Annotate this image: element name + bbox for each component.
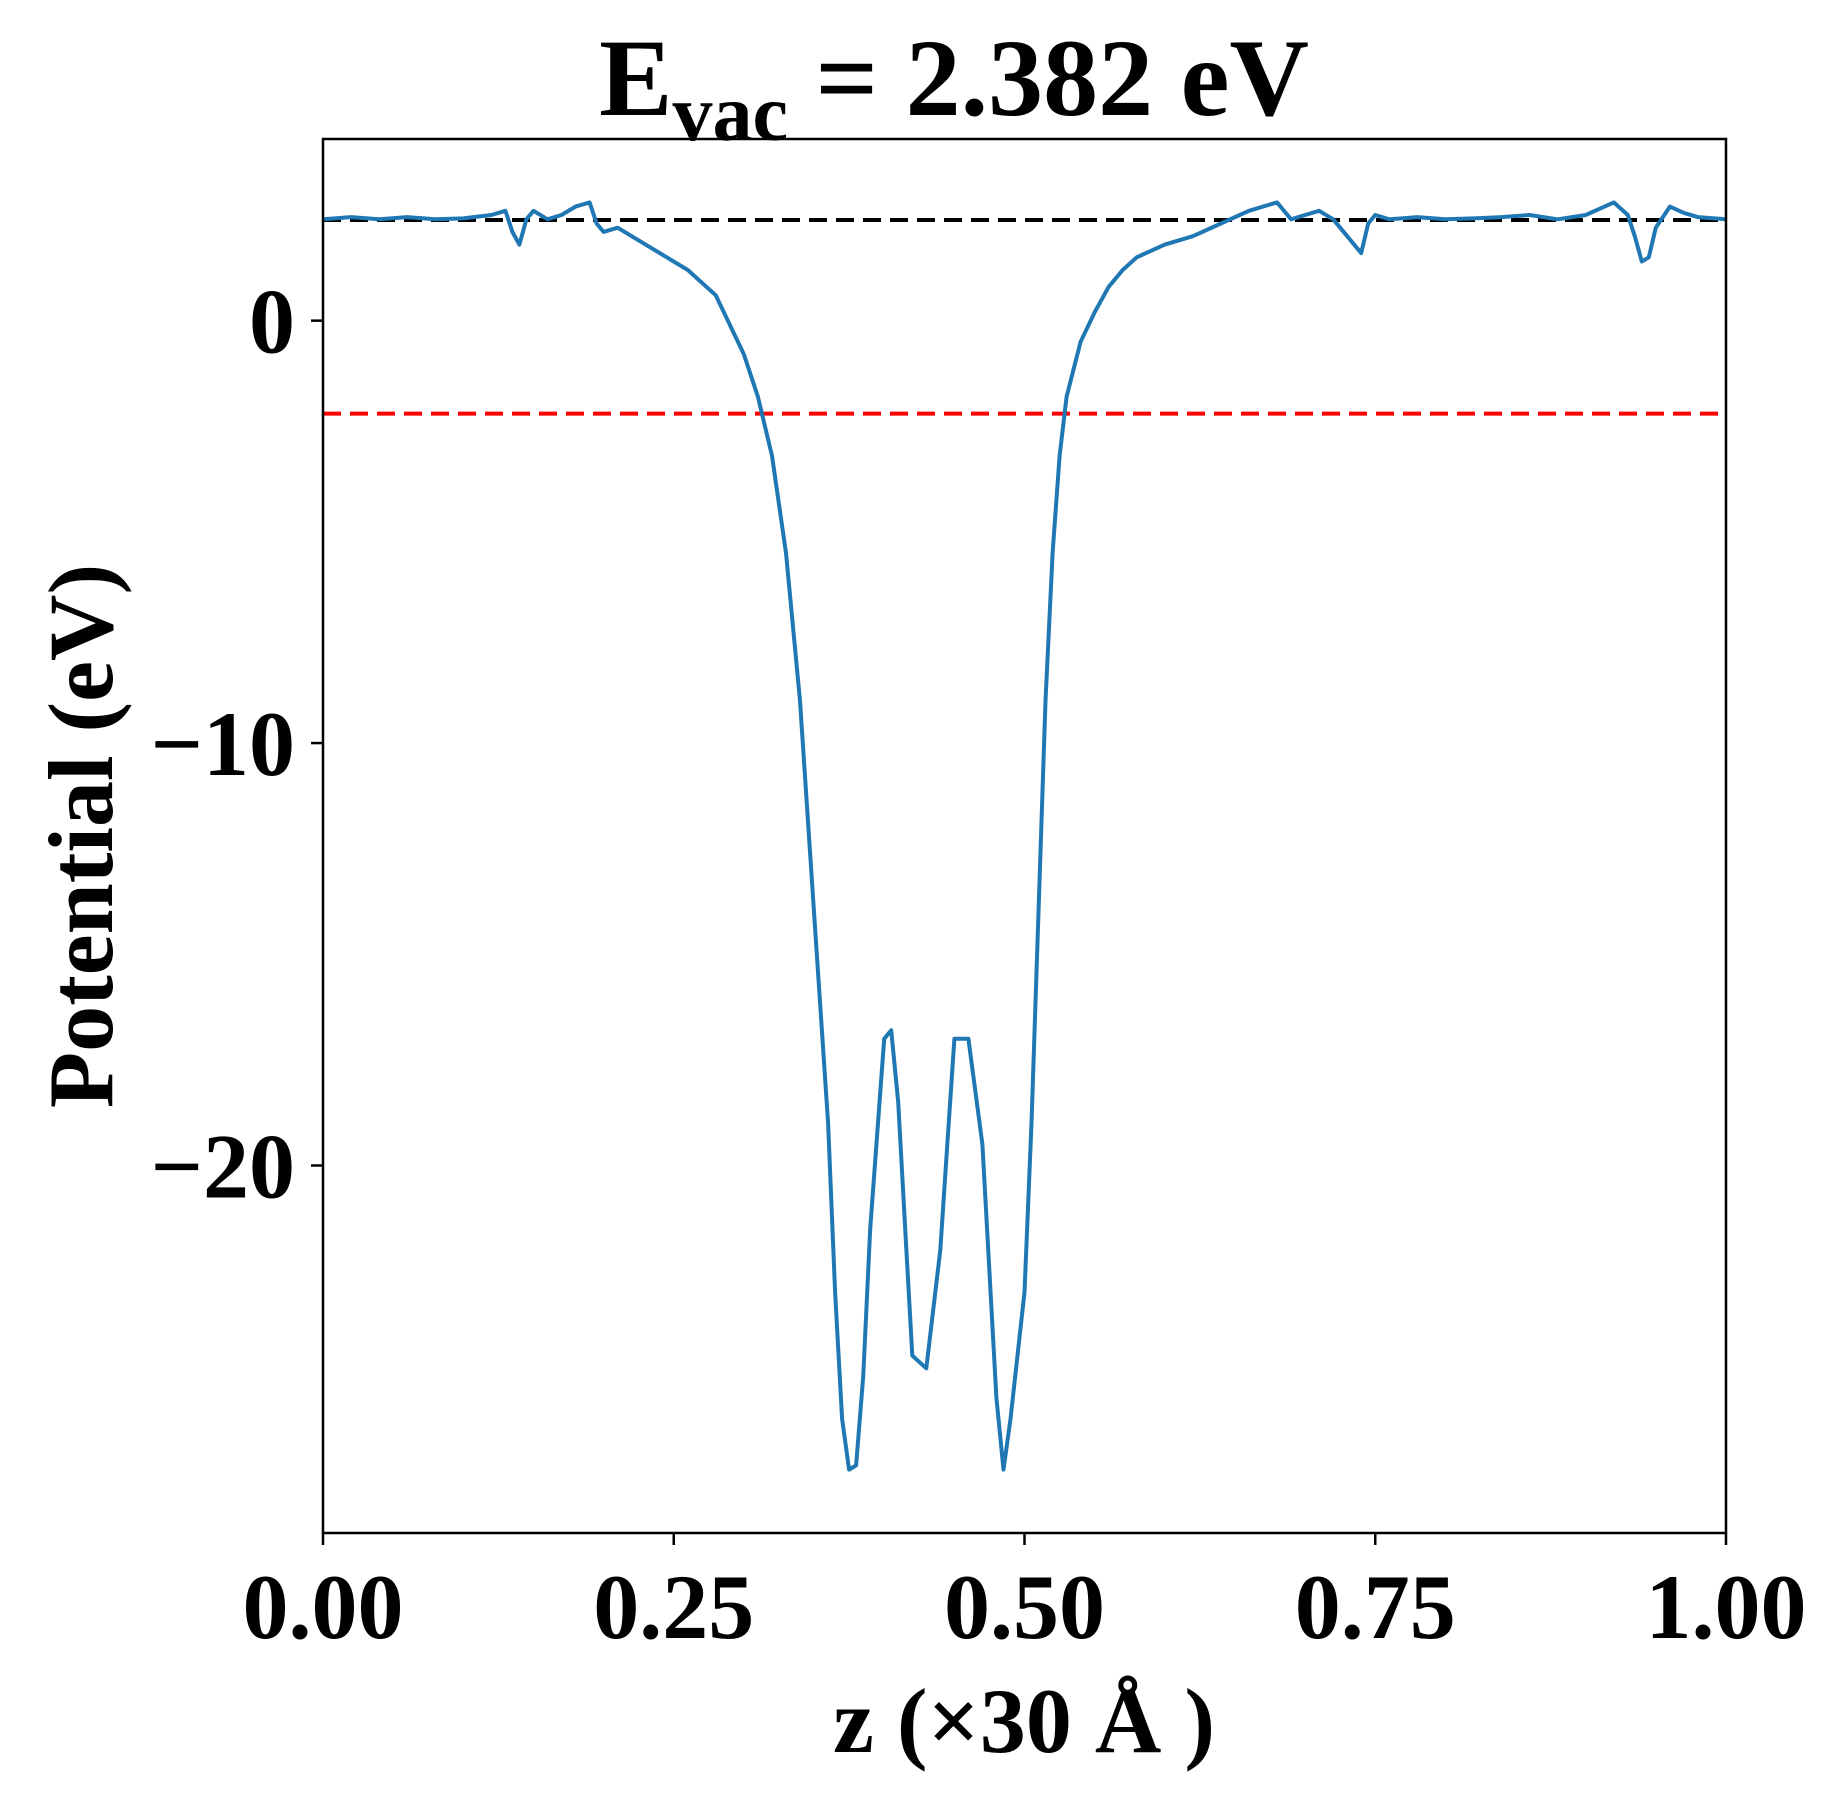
- x-tick-label: 0.25: [593, 1556, 754, 1658]
- plot-area: [322, 200, 1727, 1472]
- y-tick-label: −20: [151, 1115, 295, 1217]
- chart-title: Evac = 2.382 eV: [599, 17, 1309, 158]
- x-tick-label: 0.00: [243, 1556, 404, 1658]
- title-suffix: = 2.382 eV: [788, 17, 1309, 139]
- y-tick-label: 0: [249, 271, 295, 373]
- title-prefix: E: [599, 17, 672, 139]
- x-tick-label: 0.50: [944, 1556, 1105, 1658]
- x-tick-label: 1.00: [1646, 1556, 1807, 1658]
- axes-frame: [321, 137, 1728, 1535]
- series-line-0: [322, 200, 1727, 1472]
- y-axis-label: Potential (eV): [30, 564, 132, 1108]
- title-subscript: vac: [672, 70, 788, 158]
- x-tick-label: 0.75: [1295, 1556, 1456, 1658]
- x-axis-label: z (×30 Å ): [833, 1670, 1215, 1772]
- axis-ticks: 0.00 0.25 0.50 0.75 1.00 0 −10 −20: [151, 271, 1807, 1658]
- y-tick-label: −10: [151, 693, 295, 795]
